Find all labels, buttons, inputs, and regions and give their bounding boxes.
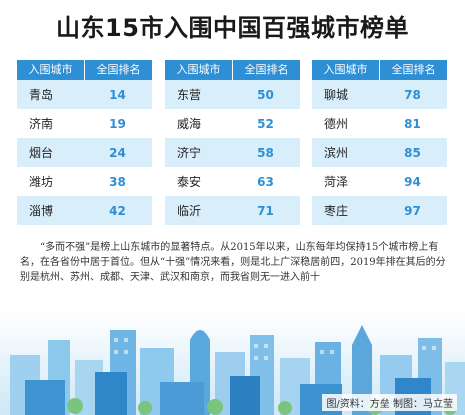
table-row: 滨州 85: [312, 138, 447, 167]
city-rank: 50: [257, 87, 274, 102]
city-name: 菏泽: [324, 175, 349, 189]
table-row: 烟台 24: [17, 138, 152, 167]
ranking-table-3: 入围城市 全国排名 聊城 78 德州 81 滨州 85 菏泽 94 枣庄 97: [312, 60, 447, 225]
city-name: 威海: [177, 117, 202, 131]
ranking-tables: 入围城市 全国排名 青岛 14 济南 19 烟台 24 潍坊 38 淄博 42 入围城市 …: [17, 60, 447, 225]
city-name: 济南: [29, 117, 54, 131]
rank-column-header: 全国排名: [84, 60, 152, 80]
table-row: 聊城 78: [312, 80, 447, 109]
city-rank: 63: [257, 174, 274, 189]
table-row: 济宁 58: [165, 138, 300, 167]
rank-column-header: 全国排名: [379, 60, 447, 80]
table-row: 济南 19: [17, 109, 152, 138]
city-rank: 85: [404, 145, 421, 160]
table-row: 泰安 63: [165, 167, 300, 196]
city-name: 淄博: [29, 204, 54, 218]
city-name: 临沂: [177, 204, 202, 218]
table-row: 临沂 71: [165, 196, 300, 225]
city-name: 烟台: [29, 146, 54, 160]
city-rank: 24: [109, 145, 126, 160]
table-header: 入围城市 全国排名: [165, 60, 300, 80]
city-rank: 58: [257, 145, 274, 160]
city-rank: 81: [404, 116, 421, 131]
city-name: 聊城: [324, 88, 349, 102]
table-row: 东营 50: [165, 80, 300, 109]
table-header: 入围城市 全国排名: [312, 60, 447, 80]
rank-column-header: 全国排名: [232, 60, 300, 80]
city-name: 潍坊: [29, 175, 54, 189]
table-header: 入围城市 全国排名: [17, 60, 152, 80]
city-name: 济宁: [177, 146, 202, 160]
ranking-table-1: 入围城市 全国排名 青岛 14 济南 19 烟台 24 潍坊 38 淄博 42: [17, 60, 152, 225]
city-name: 滨州: [324, 146, 349, 160]
city-name: 青岛: [29, 88, 54, 102]
city-column-header: 入围城市: [176, 63, 221, 76]
table-row: 淄博 42: [17, 196, 152, 225]
city-rank: 38: [109, 174, 126, 189]
description-paragraph: “多而不强”是榜上山东城市的显著特点。从2015年以来，山东每年均保持15个城市…: [20, 242, 446, 283]
city-rank: 52: [257, 116, 274, 131]
city-rank: 94: [404, 174, 421, 189]
city-name: 泰安: [177, 175, 202, 189]
city-column-header: 入围城市: [28, 63, 73, 76]
table-row: 潍坊 38: [17, 167, 152, 196]
table-row: 德州 81: [312, 109, 447, 138]
city-column-header: 入围城市: [323, 63, 368, 76]
city-rank: 42: [109, 203, 126, 218]
city-name: 枣庄: [324, 204, 349, 218]
city-rank: 78: [404, 87, 421, 102]
table-row: 枣庄 97: [312, 196, 447, 225]
table-row: 威海 52: [165, 109, 300, 138]
image-credit: 图/资料：方垒 制图：马立莹: [322, 394, 457, 411]
ranking-table-2: 入围城市 全国排名 东营 50 威海 52 济宁 58 泰安 63 临沂 71: [165, 60, 300, 225]
table-row: 青岛 14: [17, 80, 152, 109]
city-rank: 97: [404, 203, 421, 218]
page-title: 山东15市入围中国百强城市榜单: [56, 14, 409, 42]
city-rank: 71: [257, 203, 274, 218]
city-rank: 19: [109, 116, 126, 131]
city-rank: 14: [109, 87, 126, 102]
city-name: 德州: [324, 117, 349, 131]
table-row: 菏泽 94: [312, 167, 447, 196]
city-name: 东营: [177, 88, 202, 102]
